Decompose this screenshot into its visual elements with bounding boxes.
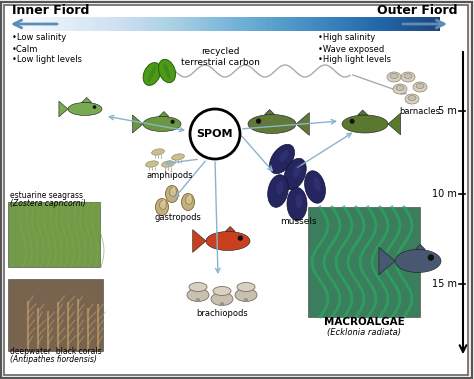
Circle shape (196, 298, 200, 302)
Text: Inner Fiord: Inner Fiord (12, 5, 90, 17)
Polygon shape (225, 227, 235, 232)
Text: •Low light levels: •Low light levels (12, 55, 82, 64)
Text: brachiopods: brachiopods (196, 310, 248, 318)
Ellipse shape (401, 72, 415, 82)
Circle shape (220, 302, 224, 306)
Circle shape (350, 119, 355, 124)
Ellipse shape (162, 161, 174, 167)
Polygon shape (193, 230, 206, 252)
Polygon shape (415, 244, 425, 249)
FancyBboxPatch shape (8, 279, 103, 351)
Ellipse shape (413, 82, 427, 92)
Ellipse shape (313, 177, 321, 191)
Ellipse shape (248, 114, 296, 133)
Ellipse shape (393, 84, 407, 94)
Ellipse shape (387, 72, 401, 82)
Ellipse shape (408, 96, 416, 100)
Ellipse shape (146, 161, 158, 167)
Ellipse shape (390, 74, 398, 78)
Ellipse shape (211, 293, 233, 305)
Text: •Calm: •Calm (12, 44, 38, 53)
Ellipse shape (143, 116, 181, 132)
Ellipse shape (287, 188, 307, 221)
Polygon shape (379, 247, 395, 275)
Ellipse shape (237, 282, 255, 291)
Ellipse shape (276, 181, 283, 195)
Ellipse shape (172, 154, 184, 160)
Text: MACROALGAE: MACROALGAE (324, 317, 404, 327)
Ellipse shape (405, 94, 419, 104)
Text: mussels: mussels (280, 216, 316, 226)
Circle shape (256, 119, 261, 124)
Ellipse shape (170, 188, 176, 196)
Circle shape (171, 120, 175, 124)
Ellipse shape (165, 185, 179, 202)
Text: Outer Fiord: Outer Fiord (377, 5, 458, 17)
Polygon shape (133, 115, 143, 133)
Circle shape (428, 254, 434, 261)
Circle shape (93, 105, 96, 109)
Text: gastropods: gastropods (155, 213, 201, 221)
Ellipse shape (295, 194, 302, 208)
Text: •High salinity: •High salinity (318, 33, 375, 42)
Text: SPOM: SPOM (197, 129, 233, 139)
Text: 5 m: 5 m (438, 106, 457, 116)
Ellipse shape (293, 164, 301, 178)
Text: •Low salinity: •Low salinity (12, 33, 66, 42)
Circle shape (190, 109, 240, 159)
Ellipse shape (155, 199, 168, 216)
Circle shape (237, 235, 243, 241)
Ellipse shape (158, 60, 175, 83)
Text: (Zostera capricorni): (Zostera capricorni) (10, 199, 86, 207)
Ellipse shape (404, 74, 412, 78)
Ellipse shape (270, 144, 294, 174)
Ellipse shape (187, 288, 209, 302)
Ellipse shape (189, 282, 207, 291)
Ellipse shape (152, 149, 164, 155)
FancyBboxPatch shape (308, 207, 420, 317)
Text: barnacles: barnacles (400, 106, 440, 116)
Ellipse shape (159, 200, 166, 210)
Ellipse shape (164, 63, 171, 80)
Ellipse shape (416, 83, 424, 89)
Ellipse shape (148, 66, 156, 82)
Text: •Wave exposed: •Wave exposed (318, 44, 384, 53)
Ellipse shape (284, 158, 306, 190)
Circle shape (244, 298, 248, 302)
Text: (Antipathes fiordensis): (Antipathes fiordensis) (10, 354, 97, 363)
Ellipse shape (68, 102, 102, 116)
Ellipse shape (342, 115, 388, 133)
Text: deepwater  black corals: deepwater black corals (10, 346, 101, 356)
Polygon shape (82, 97, 91, 102)
Text: •High light levels: •High light levels (318, 55, 391, 64)
Ellipse shape (143, 63, 161, 85)
Text: recycled
terrestrial carbon: recycled terrestrial carbon (181, 47, 259, 67)
Text: amphipods: amphipods (146, 172, 193, 180)
Ellipse shape (235, 288, 257, 302)
Polygon shape (296, 113, 310, 135)
Text: 10 m: 10 m (432, 189, 457, 199)
Ellipse shape (395, 249, 441, 273)
Ellipse shape (206, 232, 250, 251)
Ellipse shape (185, 196, 192, 205)
Ellipse shape (213, 287, 231, 296)
Ellipse shape (163, 199, 165, 205)
Ellipse shape (268, 175, 288, 207)
Polygon shape (388, 113, 401, 135)
Polygon shape (358, 110, 368, 115)
Ellipse shape (182, 194, 194, 210)
Ellipse shape (305, 171, 326, 203)
Ellipse shape (189, 194, 191, 199)
Polygon shape (59, 101, 68, 117)
Ellipse shape (396, 86, 404, 91)
Text: 15 m: 15 m (432, 279, 457, 289)
Ellipse shape (173, 186, 175, 191)
Text: (Ecklonia radiata): (Ecklonia radiata) (327, 327, 401, 337)
Text: estuarine seagrass: estuarine seagrass (10, 191, 83, 199)
FancyBboxPatch shape (4, 5, 468, 375)
Polygon shape (264, 110, 274, 114)
Ellipse shape (279, 150, 289, 162)
Polygon shape (159, 111, 169, 116)
FancyBboxPatch shape (8, 202, 100, 267)
